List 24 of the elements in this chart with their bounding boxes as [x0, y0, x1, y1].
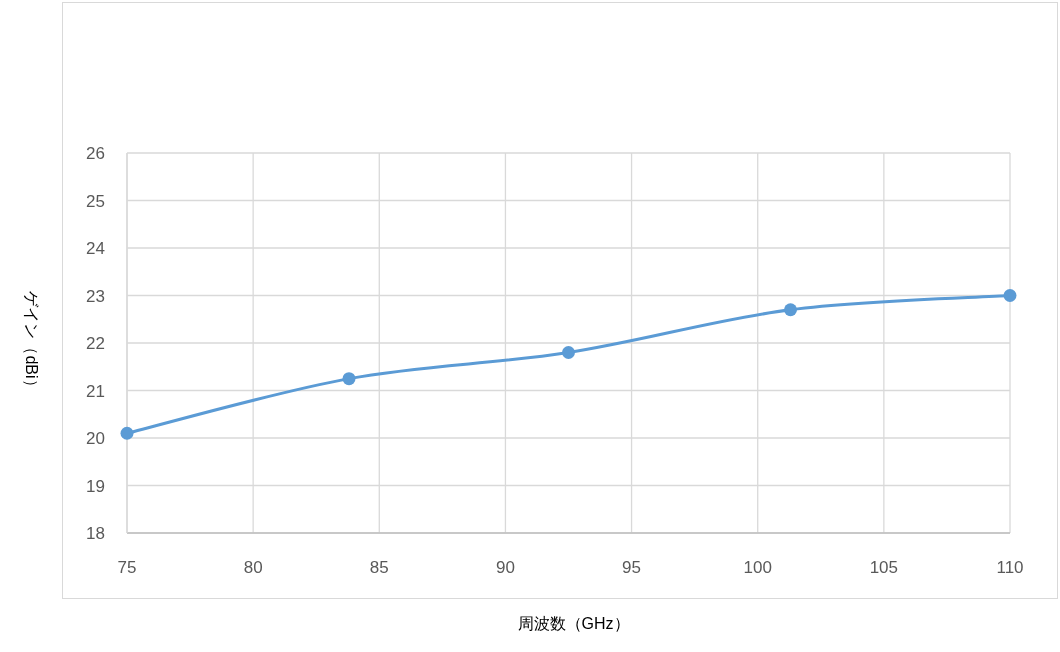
x-tick-label: 90: [495, 558, 515, 577]
point: [784, 303, 798, 317]
x-tick-label: 85: [369, 558, 389, 577]
x-tick-label: 100: [743, 558, 772, 577]
x-tick-label: 110: [996, 558, 1024, 577]
x-tick-label: 80: [243, 558, 263, 577]
y-tick-label: 18: [86, 524, 105, 543]
y-tick-label: 24: [86, 239, 105, 258]
y-tick-label: 23: [86, 286, 105, 306]
point: [1003, 289, 1017, 302]
y-tick-label: 22: [86, 334, 105, 353]
x-tick-label: 95: [622, 558, 642, 577]
x-tick-label: 105: [869, 558, 899, 577]
point: [562, 346, 575, 359]
y-tick-label: 25: [86, 191, 105, 211]
x-tick-label: 75: [117, 558, 137, 577]
y-tick-label: 20: [86, 429, 105, 448]
y-tick-label: 26: [86, 144, 105, 163]
point: [342, 372, 356, 386]
point: [120, 426, 134, 440]
x-axis-title: 周波数（GHz）: [517, 615, 630, 632]
y-tick-label: 19: [86, 476, 105, 496]
y-tick-label: 21: [86, 381, 105, 401]
y-axis-title: ゲイン（dBi）: [23, 291, 40, 395]
